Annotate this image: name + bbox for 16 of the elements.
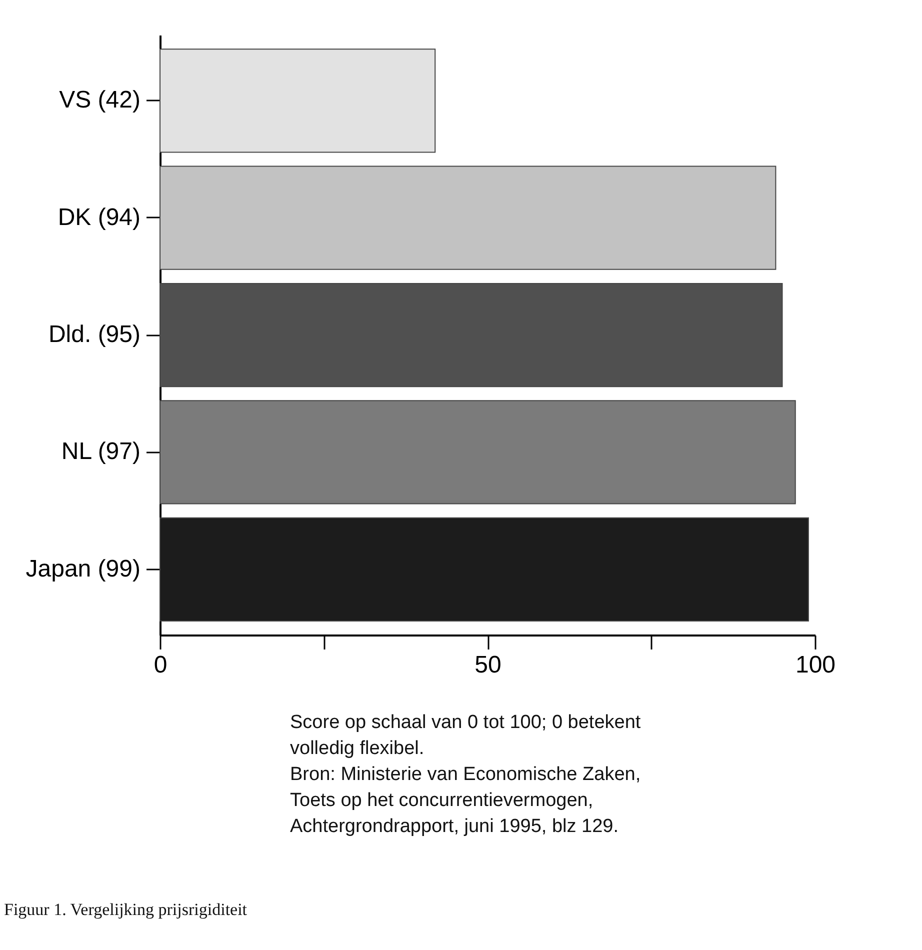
x-tick-label: 50 — [474, 652, 502, 678]
bar — [160, 166, 776, 270]
bar — [160, 48, 436, 153]
y-tick-label: Dld. (95) — [48, 321, 140, 348]
y-tick-label: DK (94) — [58, 204, 140, 231]
y-tick-label: VS (42) — [59, 86, 140, 114]
bar — [160, 282, 783, 388]
text: Figuur 1. Vergelijking prijsrigiditeit — [4, 900, 248, 920]
text: Score op schaal van 0 tot 100; 0 betekent volledig flexibel. — [290, 711, 642, 761]
bar — [160, 400, 796, 504]
y-tick-label: Japan (99) — [26, 555, 140, 582]
text: Bron: Ministerie van Economische Zaken, Toets op het concurrentievermogen, Achtergrondrapport, juni 1995, blz 129. — [290, 763, 642, 839]
bar — [160, 517, 809, 622]
x-tick-label: 100 — [795, 652, 836, 678]
y-tick-label: NL (97) — [61, 438, 140, 466]
x-tick-label: 0 — [154, 652, 168, 678]
